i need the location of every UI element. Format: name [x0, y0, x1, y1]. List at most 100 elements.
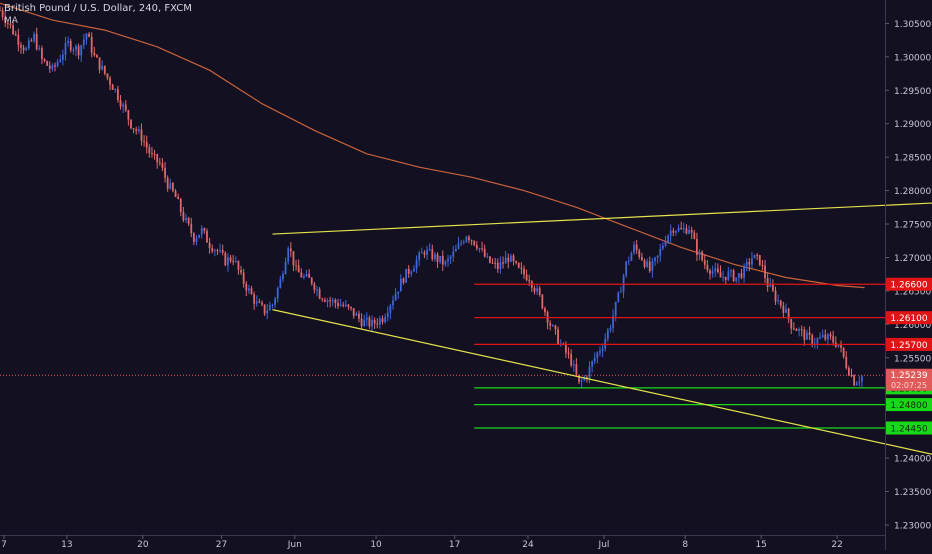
candle-body [798, 329, 800, 331]
candle-body [654, 257, 656, 262]
candle-body [782, 305, 785, 313]
candle-body [410, 271, 413, 274]
candle-body [709, 270, 711, 274]
candle-body [88, 33, 90, 37]
candle-body [232, 260, 235, 262]
candle-body [591, 361, 594, 367]
candle-body [724, 276, 727, 280]
candle-body [499, 262, 502, 270]
candle-body [803, 329, 806, 340]
candle-body [420, 252, 423, 254]
candle-body [557, 329, 559, 345]
candle-body [59, 59, 62, 62]
candle-body [415, 260, 418, 269]
candle-body [635, 244, 638, 251]
candle-body [169, 183, 172, 189]
candle-body [779, 300, 782, 306]
candle-body [61, 54, 64, 60]
candle-body [51, 65, 54, 69]
candle-body [373, 319, 376, 324]
candle-body [515, 261, 518, 264]
candle-body [229, 257, 232, 261]
candle-body [470, 240, 473, 242]
candle-body [355, 313, 358, 316]
candle-body [748, 262, 751, 265]
candle-body [365, 317, 368, 320]
candle-body [732, 270, 735, 282]
candle-body [588, 366, 591, 379]
candle-body [48, 65, 51, 69]
symbol-title: British Pound / U.S. Dollar, 240, FXCM [4, 3, 192, 14]
candle-body [195, 237, 198, 242]
moving-average-line [0, 2, 865, 289]
candle-body [153, 154, 156, 156]
candle-body [722, 276, 725, 278]
candle-body [832, 336, 835, 343]
candle-body [20, 44, 22, 48]
candle-body [360, 318, 363, 327]
candle-body [284, 261, 287, 274]
candle-body [494, 262, 497, 264]
time-tick-label: 13 [61, 540, 72, 550]
candle-body [111, 84, 114, 90]
candle-body [764, 265, 766, 279]
candle-body [787, 308, 790, 320]
candle-body [680, 227, 683, 230]
candle-body [77, 45, 80, 56]
candle-body [103, 65, 106, 74]
time-axis[interactable]: 7 13 20 27 Jun 10 17 24 Jul 8 15 22 [1, 535, 843, 550]
candle-body [737, 273, 740, 278]
candle-body [350, 306, 352, 309]
candle-body [808, 332, 811, 336]
candle-body [1, 10, 4, 17]
candle-body [394, 293, 397, 301]
current-price-value: 1.25239 [890, 371, 927, 381]
lower-trend-line[interactable] [272, 309, 932, 497]
candle-body [452, 251, 455, 257]
candle-body [827, 334, 829, 340]
candle-body [465, 236, 468, 243]
candle-body [6, 22, 9, 24]
candle-body [303, 276, 305, 278]
candle-body [318, 289, 321, 299]
candle-body [774, 290, 777, 302]
candle-body [174, 190, 177, 197]
candle-body [192, 233, 195, 242]
candle-body [295, 265, 297, 267]
candle-body [596, 352, 599, 358]
candle-body [0, 10, 1, 12]
time-tick-label: 20 [137, 540, 149, 550]
candle-body [158, 162, 161, 164]
candle-body [237, 261, 240, 270]
candle-body [258, 301, 261, 303]
candle-body [198, 234, 201, 238]
candle-body [512, 255, 515, 262]
upper-trend-line[interactable] [272, 194, 932, 235]
candle-body [67, 40, 70, 43]
candle-body [651, 261, 654, 272]
candle-body [190, 223, 193, 234]
time-tick-label: 8 [682, 540, 688, 550]
candle-body [399, 278, 402, 292]
candle-body [486, 256, 489, 258]
candle-body [85, 33, 88, 40]
candle-body [756, 254, 759, 256]
candle-body [538, 288, 541, 295]
candle-body [106, 73, 109, 78]
candle-body [255, 301, 258, 304]
candle-body [620, 291, 622, 293]
candle-body [145, 142, 148, 148]
candle-body [675, 231, 677, 233]
candle-body [213, 250, 216, 252]
price-tick-label: 1.30000 [894, 53, 931, 63]
price-axis[interactable]: 1.30500 1.30000 1.29500 1.29000 1.28500 1.280… [885, 20, 931, 532]
candle-body [261, 302, 263, 305]
candle-body [761, 265, 764, 267]
countdown-label: 02:07:25 [891, 381, 927, 390]
candle-body [685, 228, 688, 234]
candle-body [289, 248, 292, 252]
candle-body [310, 277, 313, 284]
